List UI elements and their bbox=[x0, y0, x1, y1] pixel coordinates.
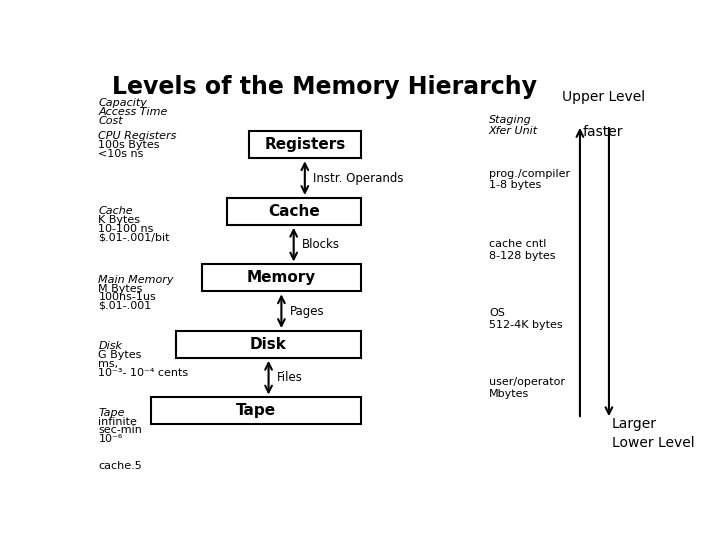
FancyBboxPatch shape bbox=[151, 397, 361, 424]
Text: infinite: infinite bbox=[99, 416, 138, 427]
Text: Blocks: Blocks bbox=[302, 238, 340, 251]
Text: 100ns-1us: 100ns-1us bbox=[99, 292, 156, 302]
Text: cache cntl
8-128 bytes: cache cntl 8-128 bytes bbox=[489, 239, 555, 261]
Text: 10-100 ns: 10-100 ns bbox=[99, 224, 154, 234]
Text: 100s Bytes: 100s Bytes bbox=[99, 140, 160, 150]
Text: Tape: Tape bbox=[99, 408, 125, 418]
Text: Larger: Larger bbox=[612, 417, 657, 431]
Text: $.01-.001/bit: $.01-.001/bit bbox=[99, 232, 170, 242]
Text: ms,: ms, bbox=[99, 359, 119, 369]
Text: Access Time: Access Time bbox=[99, 107, 168, 117]
Text: cache.5: cache.5 bbox=[99, 462, 142, 471]
Text: Cost: Cost bbox=[99, 116, 123, 125]
Text: G Bytes: G Bytes bbox=[99, 350, 142, 360]
Text: Pages: Pages bbox=[289, 305, 325, 318]
Text: faster: faster bbox=[582, 125, 624, 139]
Text: Capacity: Capacity bbox=[99, 98, 148, 108]
Text: CPU Registers: CPU Registers bbox=[99, 131, 176, 141]
Text: Cache: Cache bbox=[99, 206, 133, 216]
Text: user/operator
Mbytes: user/operator Mbytes bbox=[489, 377, 565, 399]
Text: Registers: Registers bbox=[264, 137, 346, 152]
Text: Lower Level: Lower Level bbox=[612, 436, 694, 450]
Text: Upper Level: Upper Level bbox=[562, 90, 645, 104]
Text: Memory: Memory bbox=[246, 271, 316, 286]
Text: Disk: Disk bbox=[250, 337, 287, 352]
Text: 10⁻³- 10⁻⁴ cents: 10⁻³- 10⁻⁴ cents bbox=[99, 368, 189, 377]
Text: 10⁻⁶: 10⁻⁶ bbox=[99, 434, 122, 444]
Text: Files: Files bbox=[277, 372, 303, 384]
FancyBboxPatch shape bbox=[202, 265, 361, 292]
Text: $.01-.001: $.01-.001 bbox=[99, 301, 152, 311]
FancyBboxPatch shape bbox=[227, 198, 361, 225]
Text: OS
512-4K bytes: OS 512-4K bytes bbox=[489, 308, 562, 329]
FancyBboxPatch shape bbox=[249, 131, 361, 158]
Text: Instr. Operands: Instr. Operands bbox=[313, 172, 404, 185]
Text: <10s ns: <10s ns bbox=[99, 149, 144, 159]
Text: Main Memory: Main Memory bbox=[99, 275, 174, 285]
FancyBboxPatch shape bbox=[176, 331, 361, 358]
Text: Levels of the Memory Hierarchy: Levels of the Memory Hierarchy bbox=[112, 75, 537, 99]
Text: Tape: Tape bbox=[236, 403, 276, 418]
Text: K Bytes: K Bytes bbox=[99, 215, 140, 225]
Text: sec-min: sec-min bbox=[99, 426, 143, 435]
Text: Disk: Disk bbox=[99, 341, 122, 352]
Text: prog./compiler
1-8 bytes: prog./compiler 1-8 bytes bbox=[489, 168, 570, 191]
Text: M Bytes: M Bytes bbox=[99, 284, 143, 294]
Text: Cache: Cache bbox=[268, 204, 320, 219]
Text: Staging
Xfer Unit: Staging Xfer Unit bbox=[489, 114, 538, 136]
